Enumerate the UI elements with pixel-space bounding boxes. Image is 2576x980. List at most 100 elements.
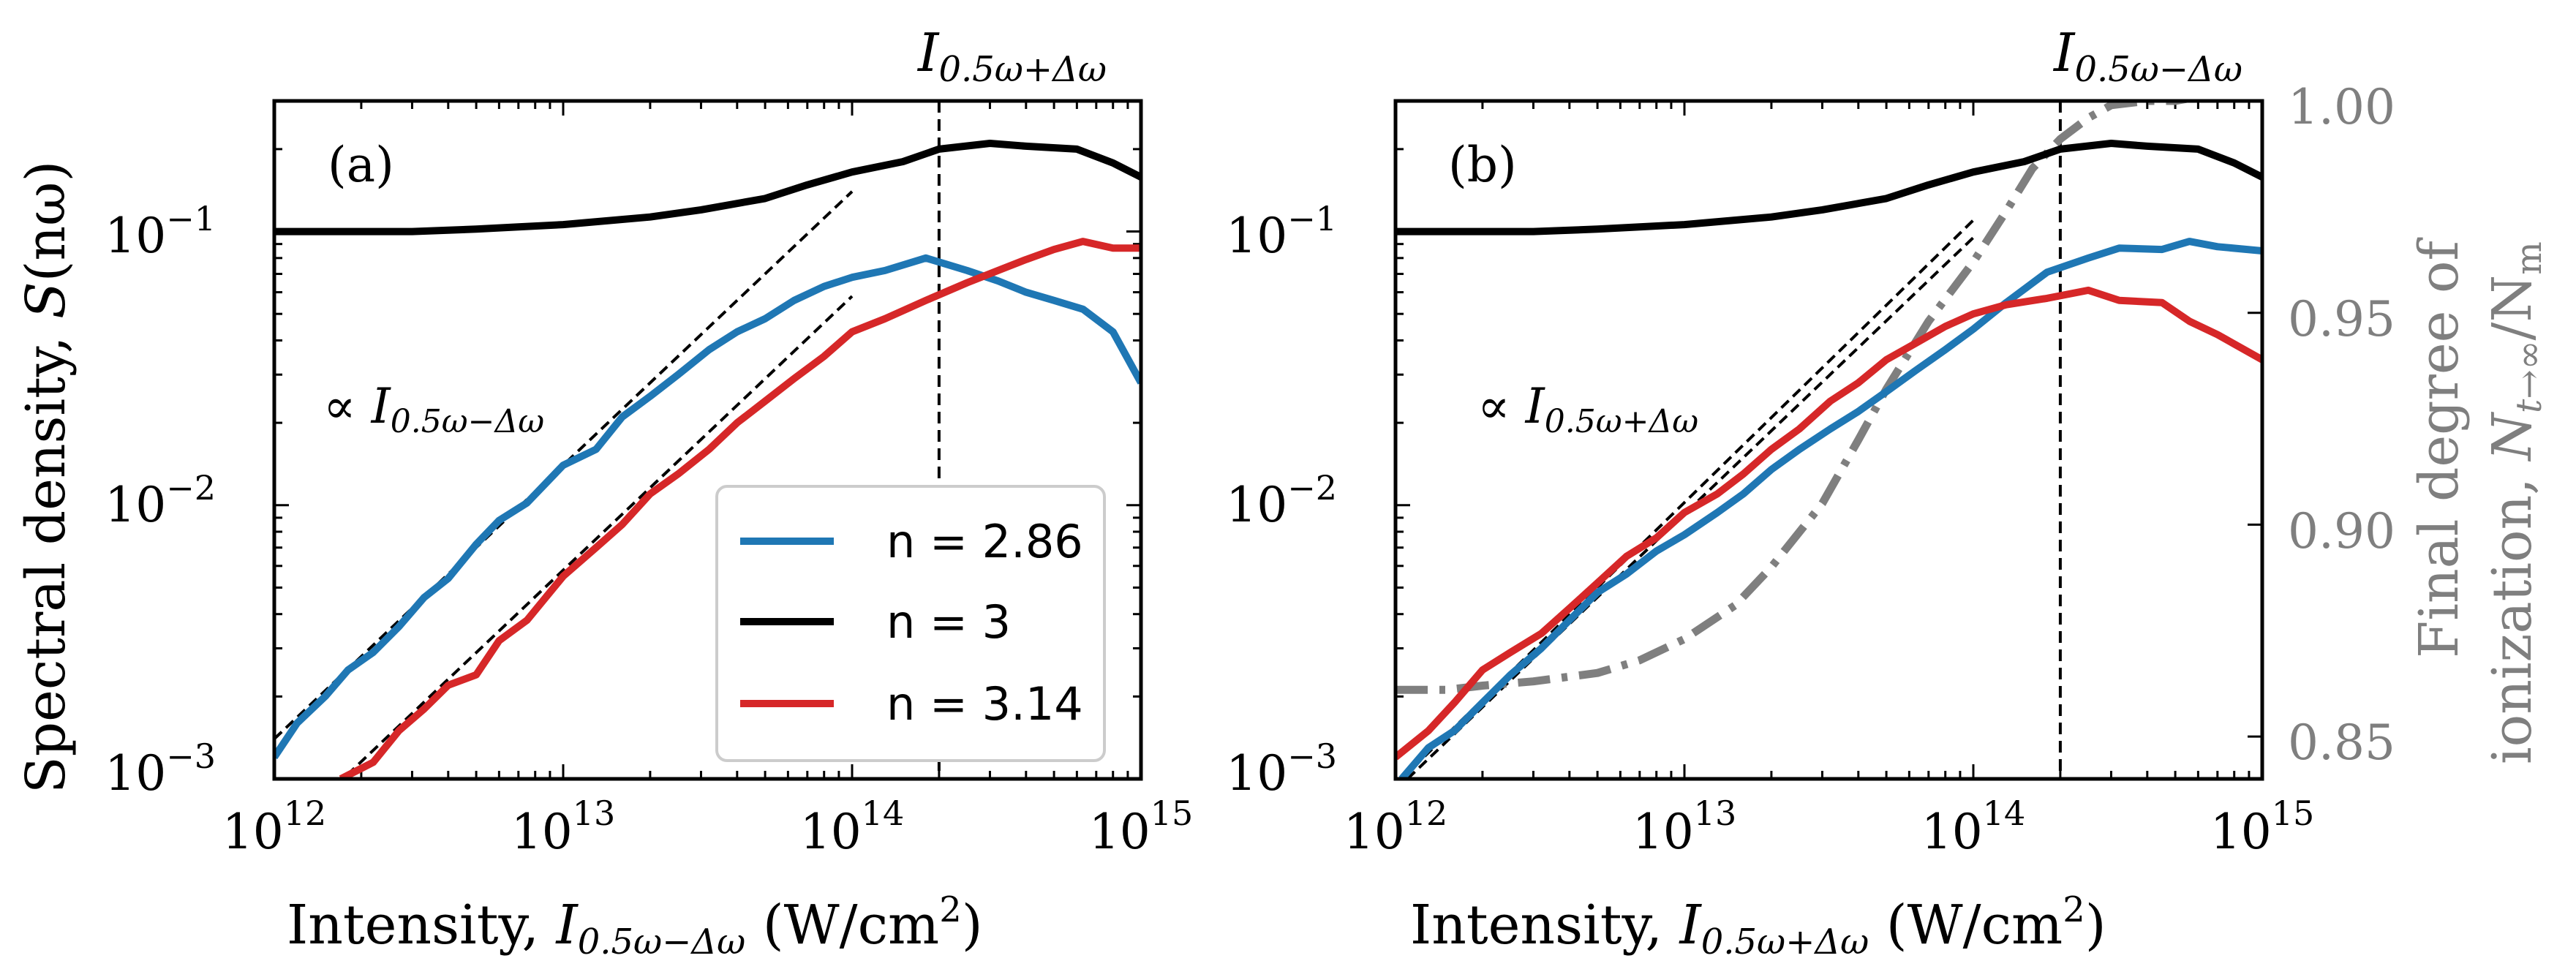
panel-b-xlabel-sub: 0.5ω+Δω bbox=[1701, 921, 1869, 962]
panel-b-ytick-2-exp: −2 bbox=[1287, 468, 1337, 508]
panel-b: (b) I0.5ω−Δω ∝ I0.5ω+Δω 10−3 10−2 10−1 1… bbox=[1226, 22, 2550, 962]
panel-b-xtick-4-exp: 15 bbox=[2272, 794, 2315, 833]
panel-a-series-n314 bbox=[339, 238, 1141, 779]
panel-a-vline-annotation-var: I bbox=[916, 22, 940, 83]
panel-b-xtick-2-base: 10 bbox=[1632, 804, 1694, 860]
panel-b-xtick-3-base: 10 bbox=[1921, 804, 1983, 860]
panel-a: (a) I0.5ω+Δω ∝ I0.5ω−Δω 10−3 10−2 10−1 1… bbox=[15, 22, 1193, 962]
panel-a-scaling-prefix: ∝ bbox=[323, 378, 372, 434]
panel-b-y2label-suffix: /N bbox=[2481, 275, 2544, 341]
panel-a-plot-area bbox=[273, 101, 1142, 780]
panel-a-xlabel-prefix: Intensity, bbox=[287, 894, 556, 957]
panel-b-y2label-sub: t→∞ bbox=[2509, 340, 2550, 413]
panel-b-series-n314 bbox=[1396, 286, 2262, 761]
panel-b-y2label-prefix: ionization, bbox=[2481, 461, 2544, 764]
panel-a-frame bbox=[272, 99, 1143, 781]
panel-b-xlabel-prefix: Intensity, bbox=[1410, 894, 1679, 957]
panel-b-frame bbox=[1393, 99, 2264, 781]
panel-b-ytick-3-exp: −1 bbox=[1287, 199, 1337, 238]
panel-b-ytick-3: 10−1 bbox=[1226, 199, 1337, 264]
panel-b-y2label-var: N bbox=[2481, 412, 2544, 462]
panel-a-xtick-3-exp: 14 bbox=[862, 794, 905, 833]
panel-b-y2label-sub2: m bbox=[2509, 241, 2550, 275]
panel-b-ytick-1: 10−3 bbox=[1226, 736, 1337, 802]
panel-a-xlabel-unit-sup: 2 bbox=[939, 889, 962, 930]
legend-frame bbox=[715, 485, 1106, 762]
legend-label-n3: n = 3 bbox=[886, 595, 1011, 649]
panel-b-vline-annotation: I0.5ω−Δω bbox=[2052, 22, 2242, 90]
panel-a-xlabel: Intensity, I0.5ω−Δω (W/cm2) bbox=[287, 889, 983, 962]
panel-a-xtick-2: 1013 bbox=[511, 794, 616, 860]
panel-b-ytick-2: 10−2 bbox=[1226, 468, 1337, 533]
panel-b-ytick-1-exp: −3 bbox=[1287, 736, 1337, 776]
panel-b-ytick-1-base: 10 bbox=[1226, 745, 1287, 802]
panel-a-reference-line-2 bbox=[341, 295, 854, 779]
panel-b-xtick-1-exp: 12 bbox=[1405, 794, 1448, 833]
panel-b-xlabel-unit-sup: 2 bbox=[2063, 889, 2085, 930]
panel-a-scaling-sub: 0.5ω−Δω bbox=[391, 403, 544, 440]
panel-a-xtick-3: 1014 bbox=[800, 794, 905, 860]
panel-a-scaling-note: ∝ I0.5ω−Δω bbox=[323, 378, 544, 440]
panel-a-xtick-1-base: 10 bbox=[222, 804, 284, 860]
panel-b-xtick-4-base: 10 bbox=[2210, 804, 2272, 860]
panel-b-xlabel-unit: (W/cm bbox=[1869, 894, 2063, 957]
panel-b-ytick-2-base: 10 bbox=[1226, 477, 1287, 533]
panel-b-scaling-prefix: ∝ bbox=[1477, 378, 1526, 434]
panel-a-ytick-1-exp: −3 bbox=[166, 736, 216, 776]
panel-b-vline-annotation-sub: 0.5ω−Δω bbox=[2074, 49, 2242, 90]
panel-b-xtick-3-exp: 14 bbox=[1983, 794, 2026, 833]
panel-a-vline-annotation-sub: 0.5ω+Δω bbox=[938, 49, 1107, 90]
panel-a-xlabel-var: I bbox=[554, 894, 579, 957]
panel-a-ytick-3: 10−1 bbox=[105, 199, 216, 264]
legend: n = 2.86 n = 3 n = 3.14 bbox=[715, 485, 1106, 762]
panel-b-xlabel-unit-close: ) bbox=[2085, 894, 2106, 957]
panel-a-xtick-4: 1015 bbox=[1089, 794, 1194, 860]
panel-b-vline-annotation-var: I bbox=[2052, 22, 2076, 83]
panel-b-xtick-2-exp: 13 bbox=[1694, 794, 1737, 833]
panel-b-xtick-3: 1014 bbox=[1921, 794, 2026, 860]
panel-b-xtick-1: 1012 bbox=[1344, 794, 1448, 860]
panel-b-xlabel: Intensity, I0.5ω+Δω (W/cm2) bbox=[1410, 889, 2106, 962]
panel-a-xtick-3-base: 10 bbox=[800, 804, 862, 860]
panel-a-ylabel-var: S bbox=[15, 282, 78, 319]
panel-b-ytick-3-base: 10 bbox=[1226, 208, 1287, 264]
panel-b-scaling-var: I bbox=[1525, 378, 1546, 434]
panel-b-y2label-line2: ionization, Nt→∞/Nm bbox=[2481, 241, 2550, 764]
panel-b-series-n286 bbox=[1398, 238, 2262, 779]
panel-a-scaling-var: I bbox=[371, 378, 392, 434]
panel-b-y2tick-2: 0.90 bbox=[2288, 503, 2395, 559]
panel-b-plot-area bbox=[1394, 99, 2264, 780]
panel-a-reference-line-1 bbox=[274, 190, 854, 740]
panel-b-xlabel-var: I bbox=[1678, 894, 1702, 957]
panel-a-ylabel-arg: (nω) bbox=[15, 161, 78, 282]
panel-a-ytick-2-exp: −2 bbox=[166, 468, 216, 508]
panel-b-scaling-note: ∝ I0.5ω+Δω bbox=[1477, 378, 1698, 440]
panel-b-ionization-curve bbox=[1396, 101, 2198, 694]
panel-b-xtick-1-base: 10 bbox=[1344, 804, 1405, 860]
panel-a-xtick-1-exp: 12 bbox=[284, 794, 327, 833]
panel-a-ytick-1: 10−3 bbox=[105, 736, 216, 802]
panel-a-series-n286 bbox=[274, 254, 1141, 760]
panel-b-y2tick-4: 1.00 bbox=[2288, 79, 2395, 135]
panel-a-xtick-4-exp: 15 bbox=[1150, 794, 1194, 833]
panel-b-y2tick-1: 0.85 bbox=[2288, 715, 2395, 771]
legend-label-n314: n = 3.14 bbox=[886, 677, 1083, 731]
panel-b-y2label-line1: Final degree of bbox=[2408, 237, 2471, 658]
panel-a-vline-annotation: I0.5ω+Δω bbox=[916, 22, 1107, 90]
panel-a-ytick-3-base: 10 bbox=[105, 208, 166, 264]
panel-b-y2tick-3: 0.95 bbox=[2288, 291, 2395, 347]
panel-a-label: (a) bbox=[328, 137, 394, 193]
panel-a-xlabel-sub: 0.5ω−Δω bbox=[578, 921, 746, 962]
panel-b-series-n3 bbox=[1396, 140, 2262, 235]
panel-a-ytick-3-exp: −1 bbox=[166, 199, 216, 238]
panel-a-ytick-2: 10−2 bbox=[105, 468, 216, 533]
panel-a-xtick-2-exp: 13 bbox=[573, 794, 616, 833]
panel-a-ylabel: Spectral density, S(nω) bbox=[15, 161, 78, 794]
legend-label-n286: n = 2.86 bbox=[886, 515, 1083, 568]
panel-a-series-n3 bbox=[274, 140, 1141, 235]
panel-a-xtick-1: 1012 bbox=[222, 794, 327, 860]
panel-a-xlabel-unit-close: ) bbox=[962, 894, 983, 957]
panel-b-xtick-4: 1015 bbox=[2210, 794, 2315, 860]
panel-a-xlabel-unit: (W/cm bbox=[745, 894, 939, 957]
